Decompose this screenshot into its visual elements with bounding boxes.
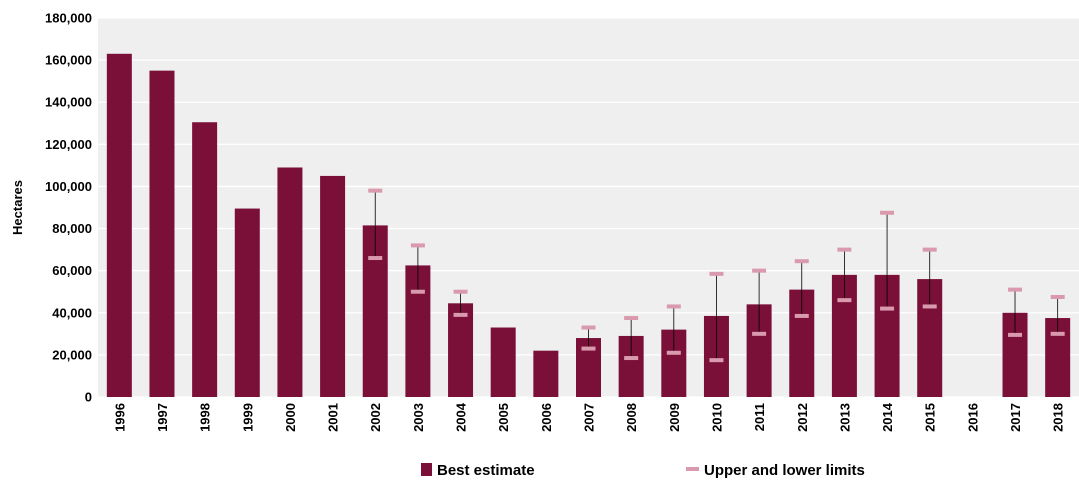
x-axis-ticks: 1996 1997 1998 1999 2000 2001 2002 2003 2004 2005… [112, 402, 1065, 432]
y-tick-label: 20,000 [52, 347, 92, 362]
y-tick-label: 80,000 [52, 221, 92, 236]
x-tick-label: 2017 [1008, 403, 1023, 432]
legend-swatch-limits [686, 467, 699, 471]
bar [320, 175, 346, 397]
upper-limit-marker [922, 247, 937, 252]
upper-limit-marker [1008, 287, 1023, 292]
x-tick-label: 2016 [965, 403, 980, 432]
lower-limit-marker [666, 350, 681, 355]
x-tick-label: 2005 [496, 403, 511, 432]
upper-limit-marker [794, 259, 809, 264]
bar [448, 303, 474, 397]
upper-limit-marker [666, 304, 681, 309]
lower-limit-marker [752, 331, 767, 336]
y-tick-label: 40,000 [52, 305, 92, 320]
x-tick-label: 2006 [539, 403, 554, 432]
y-axis-ticks: 0 20,000 40,000 60,000 80,000 100,000 120,000 1… [45, 11, 92, 405]
x-tick-label: 2013 [837, 403, 852, 432]
y-tick-label: 160,000 [45, 53, 92, 68]
y-axis-label: Hectares [10, 180, 25, 235]
x-tick-label: 2002 [368, 403, 383, 432]
x-tick-label: 2001 [326, 403, 341, 432]
x-tick-label: 2012 [795, 403, 810, 432]
x-tick-label: 1996 [112, 403, 127, 432]
x-tick-label: 1998 [198, 403, 213, 432]
legend-label-limits: Upper and lower limits [704, 462, 865, 479]
x-tick-label: 2018 [1051, 403, 1066, 432]
x-tick-label: 2007 [582, 403, 597, 432]
limit-series [368, 188, 1065, 363]
y-tick-label: 0 [85, 390, 92, 405]
bar [533, 350, 559, 397]
legend-swatch-best-estimate [421, 463, 432, 476]
bar [149, 70, 175, 397]
upper-limit-marker [880, 210, 895, 215]
y-tick-label: 140,000 [45, 95, 92, 110]
lower-limit-marker [837, 298, 852, 303]
y-tick-label: 100,000 [45, 179, 92, 194]
upper-limit-marker [453, 289, 468, 294]
upper-limit-marker [624, 316, 639, 321]
upper-limit-marker [1050, 294, 1065, 299]
bar [234, 208, 260, 397]
upper-limit-marker [709, 271, 724, 276]
x-tick-label: 2014 [880, 402, 895, 432]
y-tick-label: 120,000 [45, 137, 92, 152]
lower-limit-marker [581, 346, 596, 351]
upper-limit-marker [837, 247, 852, 252]
lower-limit-marker [880, 306, 895, 311]
legend: Best estimate Upper and lower limits [421, 462, 865, 479]
bar-series [106, 53, 1071, 398]
lower-limit-marker [709, 358, 724, 363]
x-tick-label: 2003 [411, 403, 426, 432]
lower-limit-marker [453, 312, 468, 317]
lower-limit-marker [368, 256, 383, 261]
upper-limit-marker [581, 325, 596, 330]
bar [192, 122, 218, 397]
upper-limit-marker [752, 268, 767, 273]
bar [490, 327, 516, 397]
y-tick-label: 180,000 [45, 11, 92, 26]
bar [277, 167, 303, 397]
upper-limit-marker [410, 243, 425, 248]
lower-limit-marker [922, 304, 937, 309]
lower-limit-marker [410, 289, 425, 294]
lower-limit-marker [624, 356, 639, 361]
lower-limit-marker [1008, 332, 1023, 337]
x-tick-label: 2015 [923, 403, 938, 432]
legend-label-best-estimate: Best estimate [437, 462, 535, 479]
x-tick-label: 2004 [454, 402, 469, 432]
x-tick-label: 2010 [709, 403, 724, 432]
upper-limit-marker [368, 188, 383, 193]
y-tick-label: 60,000 [52, 263, 92, 278]
x-tick-label: 2011 [752, 403, 767, 431]
x-tick-label: 1999 [240, 403, 255, 432]
x-tick-label: 2009 [667, 403, 682, 432]
bar [106, 53, 132, 398]
lower-limit-marker [1050, 331, 1065, 336]
lower-limit-marker [794, 313, 809, 318]
x-tick-label: 2008 [624, 403, 639, 432]
x-tick-label: 1997 [155, 403, 170, 432]
x-tick-label: 2000 [283, 403, 298, 432]
